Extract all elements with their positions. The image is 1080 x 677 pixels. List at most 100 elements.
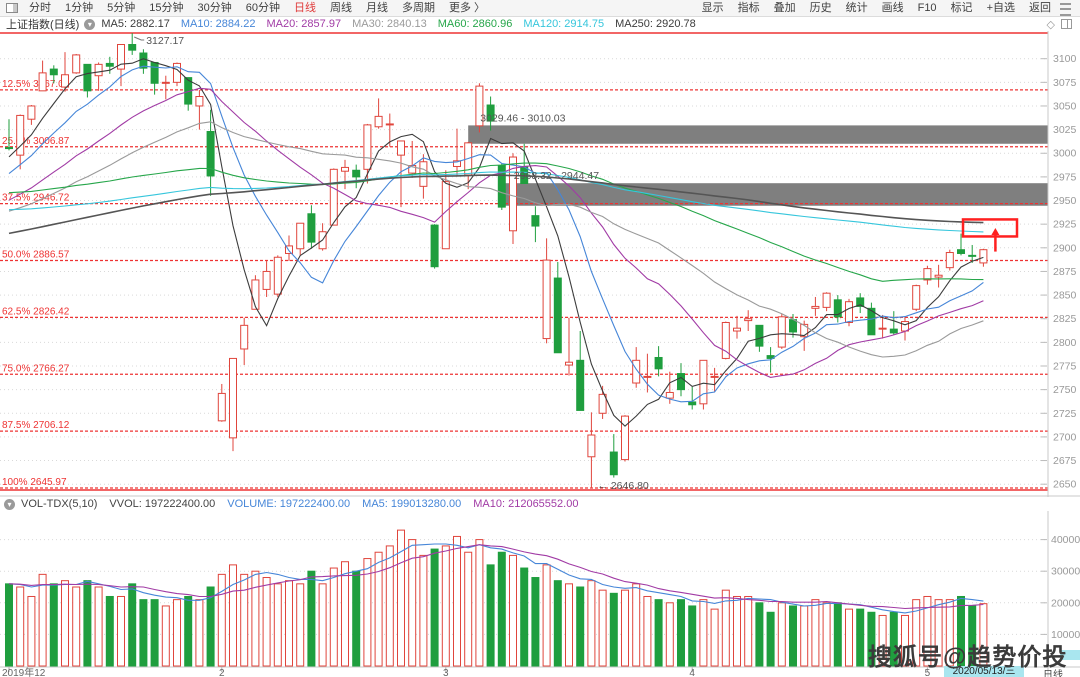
volume-bar (217, 573, 226, 667)
panes-icon[interactable] (1061, 19, 1072, 29)
svg-text:3025: 3025 (1053, 124, 1077, 136)
candle (296, 222, 305, 250)
candle (945, 252, 954, 269)
toolbar-button-0[interactable]: 显示 (701, 2, 724, 14)
svg-text:75.0% 2766.27: 75.0% 2766.27 (2, 363, 70, 374)
period-tab-7[interactable]: 周线 (330, 2, 352, 14)
volume-bar (139, 599, 148, 667)
volume-bar (867, 611, 876, 667)
ma-30-line (8, 121, 984, 358)
period-tab-8[interactable]: 月线 (366, 2, 388, 14)
volume-bar (699, 599, 708, 667)
svg-text:2850: 2850 (1053, 290, 1077, 302)
period-tab-10[interactable]: 更多 〉 (449, 2, 486, 14)
volume-bar (464, 551, 473, 667)
candle (968, 254, 977, 257)
volume-bar (553, 580, 562, 667)
volume-bar (307, 570, 316, 667)
period-tab-2[interactable]: 5分钟 (107, 2, 136, 14)
volume-bar (273, 583, 282, 667)
volume-bar (889, 611, 898, 667)
volume-bar (374, 551, 383, 667)
candle (72, 54, 81, 74)
toolbar-button-4[interactable]: 统计 (845, 2, 868, 14)
volume-bar (833, 602, 842, 667)
volume-bar (240, 573, 249, 667)
candle (856, 297, 865, 307)
period-toolbar-right: 显示 指标 叠加 历史 统计 画线 F10 标记 +自选 返回 (695, 0, 1058, 16)
volume-bar (83, 580, 92, 667)
svg-text:12.5% 3067.02: 12.5% 3067.02 (2, 79, 70, 90)
volume-bar (721, 589, 730, 667)
diamond-icon[interactable]: ◇ (1046, 18, 1055, 31)
toolbar-button-8[interactable]: +自选 (986, 2, 1015, 14)
period-tab-6[interactable]: 日线 (294, 2, 316, 14)
candle (542, 259, 551, 340)
period-tab-1[interactable]: 1分钟 (65, 2, 94, 14)
volume-bar (598, 589, 607, 667)
volume-bar (733, 595, 741, 667)
candle (150, 61, 159, 84)
period-tab-0[interactable]: 分时 (29, 2, 51, 14)
svg-text:2675: 2675 (1053, 455, 1077, 467)
ma-120-line (8, 171, 984, 233)
collapse-circle-icon[interactable]: ▾ (84, 18, 96, 30)
volume-legend-item-2: VOLUME: 197222400.00 (227, 498, 351, 510)
period-tab-3[interactable]: 15分钟 (149, 2, 184, 14)
volume-bar (576, 586, 585, 667)
watermark: 搜狐号@趋势价投 (868, 644, 1068, 671)
svg-text:2900: 2900 (1053, 242, 1077, 254)
volume-bar (72, 586, 81, 667)
volume-bar (811, 599, 820, 667)
candle (307, 213, 316, 243)
volume-bar (38, 573, 47, 667)
period-tab-5[interactable]: 60分钟 (245, 2, 280, 14)
window-layout-icon[interactable] (6, 3, 18, 13)
volume-bar (329, 567, 338, 667)
toolbar-button-3[interactable]: 历史 (809, 2, 832, 14)
svg-text:2650: 2650 (1053, 479, 1077, 491)
volume-collapse-icon[interactable]: ▾ (4, 498, 15, 510)
volume-bar (318, 583, 327, 667)
toolbar-button-9[interactable]: 返回 (1029, 2, 1051, 14)
volume-bar (665, 602, 674, 667)
ma-legend-item-6: MA250: 2920.78 (615, 18, 696, 30)
corner-highlight-block (1060, 650, 1080, 660)
candle (979, 249, 988, 264)
period-tab-4[interactable]: 30分钟 (197, 2, 232, 14)
candle (721, 321, 730, 359)
candle (475, 85, 484, 127)
volume-bar (430, 548, 439, 667)
menu-icon[interactable] (1060, 3, 1071, 16)
volume-bar (957, 595, 965, 667)
period-tab-9[interactable]: 多周期 (402, 2, 435, 14)
volume-bar (385, 545, 394, 667)
svg-text:2725: 2725 (1053, 408, 1077, 420)
svg-text:40000: 40000 (1051, 534, 1080, 546)
period-toolbar: 分时 1分钟 5分钟 15分钟 30分钟 60分钟 日线 周线 月线 多周期 更多 〉 显示 指标 叠加… (0, 0, 1080, 17)
svg-text:2750: 2750 (1053, 384, 1077, 396)
volume-bar (49, 583, 58, 667)
toolbar-button-7[interactable]: 标记 (950, 2, 973, 14)
cursor-date-chip: 2020/05/13/三 (944, 666, 1024, 677)
volume-bar (934, 599, 943, 667)
svg-text:2975: 2975 (1053, 171, 1077, 183)
volume-bar (800, 605, 809, 667)
volume-bar (173, 599, 181, 667)
candle (789, 319, 797, 333)
toolbar-button-1[interactable]: 指标 (737, 2, 760, 14)
svg-text:100% 2645.97: 100% 2645.97 (2, 477, 67, 488)
candle (621, 415, 629, 461)
month-tick-label: 2019年12 (2, 666, 46, 677)
toolbar-button-6[interactable]: F10 (917, 2, 937, 14)
candle (27, 105, 36, 120)
candle (341, 166, 349, 172)
candle (811, 305, 820, 309)
candle (699, 359, 708, 405)
candle (665, 391, 674, 399)
volume-bar (587, 580, 596, 667)
candle (688, 401, 697, 406)
toolbar-button-2[interactable]: 叠加 (773, 2, 796, 14)
toolbar-button-5[interactable]: 画线 (881, 2, 904, 14)
